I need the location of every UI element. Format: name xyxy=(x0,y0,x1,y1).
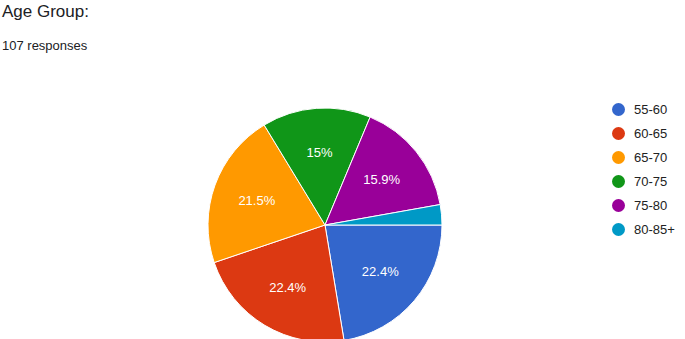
html-text:107 responses: 107 responses xyxy=(2,38,88,53)
html-text:70-75: 70-75 xyxy=(634,173,668,189)
html-text:60-65: 60-65 xyxy=(634,125,668,141)
html-text:75-80: 75-80 xyxy=(634,197,668,213)
svg-text:22.4%: 22.4% xyxy=(269,280,306,295)
svg-text:15%: 15% xyxy=(307,145,333,160)
html-text:80-85+: 80-85+ xyxy=(634,221,675,237)
html-text:65-70: 65-70 xyxy=(634,149,668,165)
html-text:Age Group:: Age Group: xyxy=(2,2,89,21)
svg-text:22.4%: 22.4% xyxy=(362,264,399,279)
html-text:55-60: 55-60 xyxy=(634,101,668,117)
svg-text:21.5%: 21.5% xyxy=(238,193,275,208)
svg-text:15.9%: 15.9% xyxy=(363,172,400,187)
